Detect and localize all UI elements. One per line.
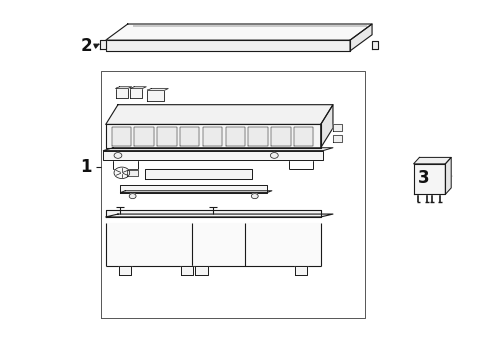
Polygon shape: [225, 127, 245, 145]
Polygon shape: [106, 24, 372, 40]
Polygon shape: [116, 87, 128, 98]
Polygon shape: [100, 40, 106, 49]
Polygon shape: [106, 125, 321, 148]
Polygon shape: [106, 211, 321, 217]
Circle shape: [114, 153, 122, 158]
Polygon shape: [271, 127, 291, 145]
Polygon shape: [372, 41, 378, 49]
Polygon shape: [196, 266, 208, 275]
Polygon shape: [130, 87, 143, 98]
Circle shape: [114, 167, 130, 179]
Polygon shape: [445, 157, 451, 194]
Polygon shape: [414, 164, 445, 194]
Polygon shape: [180, 127, 199, 145]
Polygon shape: [147, 89, 168, 90]
Polygon shape: [333, 135, 342, 141]
Polygon shape: [294, 127, 314, 145]
Text: 2: 2: [80, 36, 92, 54]
Polygon shape: [414, 157, 451, 164]
Polygon shape: [248, 127, 268, 145]
Polygon shape: [295, 266, 307, 275]
Circle shape: [251, 194, 258, 199]
Polygon shape: [119, 266, 131, 275]
Circle shape: [270, 153, 278, 158]
Text: 1: 1: [80, 158, 92, 176]
Polygon shape: [106, 224, 321, 266]
Polygon shape: [106, 214, 333, 217]
Polygon shape: [333, 125, 342, 131]
Polygon shape: [321, 105, 333, 148]
Polygon shape: [103, 150, 323, 160]
Polygon shape: [112, 127, 131, 145]
Polygon shape: [203, 127, 222, 145]
Polygon shape: [145, 169, 252, 179]
Circle shape: [129, 194, 136, 199]
Polygon shape: [106, 105, 333, 125]
Polygon shape: [127, 170, 138, 176]
Polygon shape: [350, 24, 372, 51]
Polygon shape: [157, 127, 176, 145]
Polygon shape: [106, 40, 350, 51]
Polygon shape: [103, 148, 333, 150]
Polygon shape: [130, 87, 147, 89]
Polygon shape: [116, 87, 132, 89]
Polygon shape: [121, 185, 267, 193]
Polygon shape: [147, 89, 164, 101]
Polygon shape: [121, 191, 272, 193]
Polygon shape: [181, 266, 193, 275]
Text: 3: 3: [417, 169, 429, 187]
Polygon shape: [134, 127, 154, 145]
